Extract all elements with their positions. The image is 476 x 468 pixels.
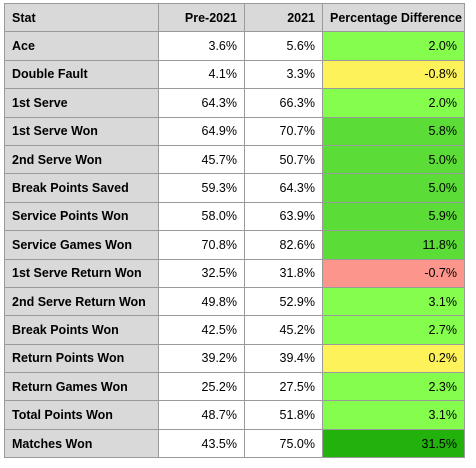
stat-cell: Break Points Won	[4, 315, 159, 345]
header-stat: Stat	[4, 2, 159, 33]
table-row: Service Games Won 70.8% 82.6% 11.8%	[4, 230, 465, 260]
stat-cell: Matches Won	[4, 428, 159, 459]
percentage-difference-cell: 2.0%	[322, 31, 465, 61]
table-row: Double Fault 4.1% 3.3% -0.8%	[4, 59, 465, 90]
table-row: 1st Serve 64.3% 66.3% 2.0%	[4, 88, 465, 118]
percentage-difference-cell: 3.1%	[322, 400, 465, 430]
pre-2021-cell: 58.0%	[158, 201, 245, 232]
value-2021-cell: 39.4%	[244, 343, 323, 374]
pre-2021-cell: 32.5%	[158, 258, 245, 288]
pre-2021-cell: 64.9%	[158, 116, 245, 146]
header-2021: 2021	[244, 2, 323, 33]
percentage-difference-cell: 0.2%	[322, 343, 465, 374]
pre-2021-cell: 64.3%	[158, 88, 245, 118]
pre-2021-cell: 39.2%	[158, 343, 245, 374]
stat-cell: Double Fault	[4, 59, 159, 90]
stat-cell: Return Points Won	[4, 343, 159, 374]
percentage-difference-cell: -0.7%	[322, 258, 465, 288]
value-2021-cell: 5.6%	[244, 31, 323, 61]
value-2021-cell: 63.9%	[244, 201, 323, 232]
pre-2021-cell: 48.7%	[158, 400, 245, 430]
percentage-difference-cell: 5.8%	[322, 116, 465, 146]
value-2021-cell: 70.7%	[244, 116, 323, 146]
table-row: Matches Won 43.5% 75.0% 31.5%	[4, 428, 465, 459]
table-row: Total Points Won 48.7% 51.8% 3.1%	[4, 400, 465, 430]
table-row: Break Points Saved 59.3% 64.3% 5.0%	[4, 173, 465, 203]
value-2021-cell: 45.2%	[244, 315, 323, 345]
stat-cell: Return Games Won	[4, 372, 159, 402]
pre-2021-cell: 59.3%	[158, 173, 245, 203]
pre-2021-cell: 70.8%	[158, 230, 245, 260]
percentage-difference-cell: 2.0%	[322, 88, 465, 118]
stat-cell: 2nd Serve Won	[4, 144, 159, 175]
table-row: 1st Serve Return Won 32.5% 31.8% -0.7%	[4, 258, 465, 288]
pre-2021-cell: 25.2%	[158, 372, 245, 402]
stat-cell: Service Points Won	[4, 201, 159, 232]
stats-table: Stat Pre-2021 2021 Percentage Difference…	[4, 2, 465, 459]
stat-cell: 2nd Serve Return Won	[4, 286, 159, 317]
value-2021-cell: 82.6%	[244, 230, 323, 260]
value-2021-cell: 31.8%	[244, 258, 323, 288]
percentage-difference-cell: 2.3%	[322, 372, 465, 402]
percentage-difference-cell: 31.5%	[322, 428, 465, 459]
header-percentage-difference: Percentage Difference	[322, 2, 465, 33]
value-2021-cell: 51.8%	[244, 400, 323, 430]
percentage-difference-cell: 3.1%	[322, 286, 465, 317]
stat-cell: 1st Serve Won	[4, 116, 159, 146]
header-pre-2021: Pre-2021	[158, 2, 245, 33]
stat-cell: 1st Serve Return Won	[4, 258, 159, 288]
pre-2021-cell: 3.6%	[158, 31, 245, 61]
pre-2021-cell: 4.1%	[158, 59, 245, 90]
pre-2021-cell: 49.8%	[158, 286, 245, 317]
pre-2021-cell: 42.5%	[158, 315, 245, 345]
pre-2021-cell: 43.5%	[158, 428, 245, 459]
percentage-difference-cell: 2.7%	[322, 315, 465, 345]
value-2021-cell: 3.3%	[244, 59, 323, 90]
pre-2021-cell: 45.7%	[158, 144, 245, 175]
value-2021-cell: 52.9%	[244, 286, 323, 317]
table-row: 2nd Serve Won 45.7% 50.7% 5.0%	[4, 144, 465, 175]
table-body: Ace 3.6% 5.6% 2.0% Double Fault 4.1% 3.3% -0.8%…	[4, 31, 465, 459]
stat-cell: Ace	[4, 31, 159, 61]
percentage-difference-cell: 5.0%	[322, 144, 465, 175]
value-2021-cell: 64.3%	[244, 173, 323, 203]
value-2021-cell: 75.0%	[244, 428, 323, 459]
table-row: Service Points Won 58.0% 63.9% 5.9%	[4, 201, 465, 232]
stat-cell: Service Games Won	[4, 230, 159, 260]
table-row: Break Points Won 42.5% 45.2% 2.7%	[4, 315, 465, 345]
value-2021-cell: 66.3%	[244, 88, 323, 118]
table-row: 2nd Serve Return Won 49.8% 52.9% 3.1%	[4, 286, 465, 317]
header-row: Stat Pre-2021 2021 Percentage Difference	[4, 2, 465, 33]
table-row: Ace 3.6% 5.6% 2.0%	[4, 31, 465, 61]
percentage-difference-cell: 5.0%	[322, 173, 465, 203]
stat-cell: Total Points Won	[4, 400, 159, 430]
value-2021-cell: 27.5%	[244, 372, 323, 402]
table-row: Return Games Won 25.2% 27.5% 2.3%	[4, 372, 465, 402]
stat-cell: Break Points Saved	[4, 173, 159, 203]
value-2021-cell: 50.7%	[244, 144, 323, 175]
table-row: Return Points Won 39.2% 39.4% 0.2%	[4, 343, 465, 374]
table-row: 1st Serve Won 64.9% 70.7% 5.8%	[4, 116, 465, 146]
percentage-difference-cell: -0.8%	[322, 59, 465, 90]
stat-cell: 1st Serve	[4, 88, 159, 118]
percentage-difference-cell: 11.8%	[322, 230, 465, 260]
percentage-difference-cell: 5.9%	[322, 201, 465, 232]
